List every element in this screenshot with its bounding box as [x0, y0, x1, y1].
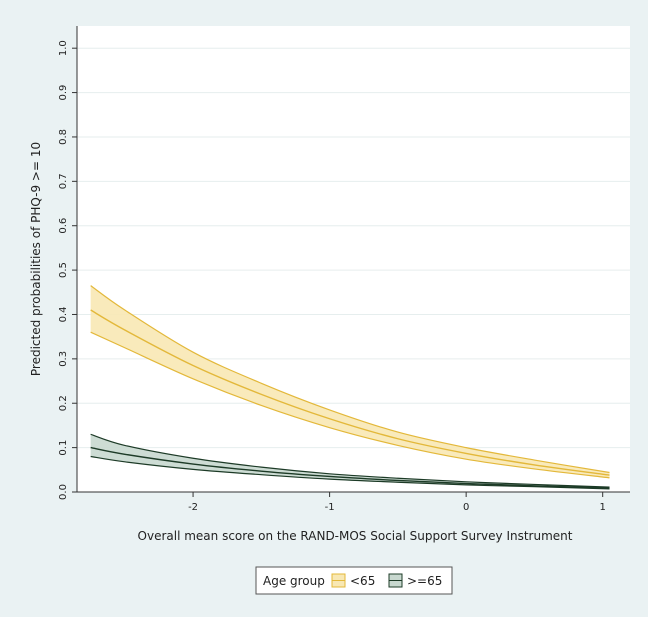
x-tick-label: -2	[188, 502, 198, 513]
ci-lower-lt65	[90, 331, 610, 479]
y-tick-label: 0.9	[58, 85, 69, 101]
y-tick-label: 0.6	[58, 218, 69, 234]
y-tick-label: 0.8	[58, 129, 69, 145]
x-tick-label: 1	[600, 502, 606, 513]
x-axis-label: Overall mean score on the RAND-MOS Socia…	[138, 529, 573, 543]
legend-box	[255, 566, 453, 595]
y-tick-label: 0.2	[58, 395, 69, 411]
legend: Age group <65 >=65	[255, 566, 453, 595]
y-tick-label: 0.5	[58, 262, 69, 278]
y-tick-label: 0.1	[58, 440, 69, 456]
y-tick-label: 0.0	[58, 484, 69, 500]
gridlines	[77, 47, 630, 449]
series-line-lt65	[90, 309, 610, 476]
series-lines	[90, 285, 610, 490]
ci-upper-lt65	[90, 285, 610, 474]
y-tick-label: 0.7	[58, 173, 69, 189]
y-tick-label: 0.3	[58, 351, 69, 367]
axes	[76, 26, 630, 493]
ci-lower-ge65	[90, 455, 610, 490]
legend-title: Age group	[263, 574, 325, 588]
legend-label-ge65: >=65	[407, 574, 442, 588]
y-axis-label: Predicted probabilities of PHQ-9 >= 10	[29, 142, 43, 376]
plot-background	[77, 26, 630, 492]
x-tick-label: -1	[325, 502, 335, 513]
y-tick-label: 0.4	[58, 307, 69, 323]
legend-label-lt65: <65	[350, 574, 375, 588]
y-tick-label: 1.0	[58, 40, 69, 56]
x-tick-label: 0	[463, 502, 469, 513]
ci-upper-ge65	[90, 433, 610, 488]
ticks: 0.0 0.1 0.2 0.3 0.4 0.5 0.6 0.7 0.8 0.9 1.0 -2 -1 0 1	[58, 40, 606, 513]
series-line-ge65	[90, 446, 610, 489]
